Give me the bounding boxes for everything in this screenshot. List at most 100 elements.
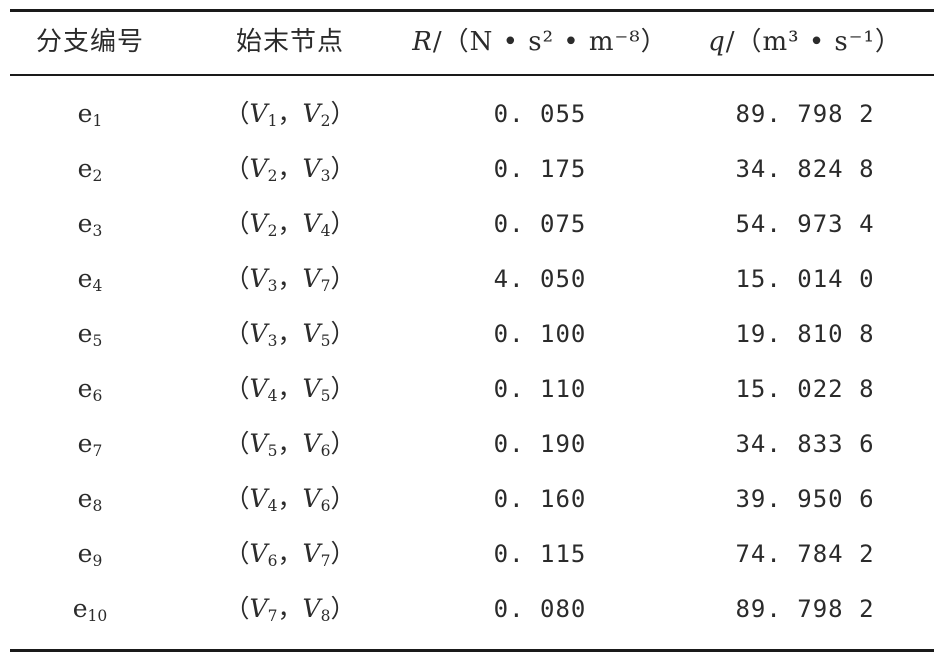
branch-letter: e	[77, 264, 93, 293]
comma: ，	[277, 539, 303, 568]
start-node-letter: V	[249, 319, 268, 348]
flow-unit: /（m³ • s⁻¹）	[725, 27, 902, 57]
branch-subscript: 6	[92, 386, 103, 405]
open-paren: （	[224, 99, 250, 128]
end-node-subscript: 6	[320, 441, 331, 460]
header-branch-id: 分支编号	[35, 27, 144, 57]
branch-id-cell: e7	[10, 424, 170, 464]
table-bottom-rule	[10, 649, 934, 652]
branch-letter: e	[72, 594, 88, 623]
start-node-subscript: 4	[267, 496, 278, 515]
resistance-cell: 0. 190	[493, 430, 587, 458]
branch-subscript: 2	[92, 166, 103, 185]
node-pair-cell: （V4，V5）	[190, 369, 390, 409]
close-paren: ）	[330, 319, 356, 348]
branch-id-cell: e9	[10, 534, 170, 574]
comma: ，	[277, 154, 303, 183]
open-paren: （	[224, 374, 250, 403]
start-node-letter: V	[249, 209, 268, 238]
resistance-cell: 0. 075	[493, 210, 587, 238]
branch-id-cell: e5	[10, 314, 170, 354]
node-pair-cell: （V1，V2）	[190, 94, 390, 134]
branch-id-cell: e10	[10, 589, 170, 629]
branch-letter: e	[77, 154, 93, 183]
open-paren: （	[224, 429, 250, 458]
node-pair-cell: （V6，V7）	[190, 534, 390, 574]
close-paren: ）	[330, 429, 356, 458]
branch-subscript: 3	[92, 221, 103, 240]
open-paren: （	[224, 484, 250, 513]
header-flow: q/（m³ • s⁻¹）	[690, 22, 920, 62]
start-node-subscript: 2	[267, 166, 278, 185]
start-node-subscript: 1	[267, 111, 278, 130]
open-paren: （	[224, 539, 250, 568]
close-paren: ）	[330, 539, 356, 568]
resistance-cell: 4. 050	[493, 265, 587, 293]
start-node-letter: V	[249, 484, 268, 513]
end-node-subscript: 4	[320, 221, 331, 240]
flow-cell: 74. 784 2	[735, 540, 875, 568]
branch-id-cell: e1	[10, 94, 170, 134]
table-header-rule	[10, 74, 934, 76]
flow-cell: 34. 824 8	[735, 155, 875, 183]
resistance-cell: 0. 115	[493, 540, 587, 568]
end-node-subscript: 5	[320, 331, 331, 350]
start-node-letter: V	[249, 264, 268, 293]
end-node-letter: V	[302, 264, 321, 293]
end-node-letter: V	[302, 374, 321, 403]
comma: ，	[277, 484, 303, 513]
branch-id-cell: e8	[10, 479, 170, 519]
resistance-cell: 0. 110	[493, 375, 587, 403]
flow-cell: 54. 973 4	[735, 210, 875, 238]
header-start-end-nodes: 始末节点	[235, 27, 344, 57]
flow-cell: 34. 833 6	[735, 430, 875, 458]
branch-id-cell: e2	[10, 149, 170, 189]
resistance-unit: /（N • s² • m⁻⁸）	[432, 27, 668, 57]
start-node-subscript: 5	[267, 441, 278, 460]
comma: ，	[277, 99, 303, 128]
end-node-letter: V	[302, 539, 321, 568]
start-node-letter: V	[249, 99, 268, 128]
start-node-subscript: 4	[267, 386, 278, 405]
node-pair-cell: （V3，V5）	[190, 314, 390, 354]
branch-subscript: 5	[92, 331, 103, 350]
resistance-cell: 0. 055	[493, 100, 587, 128]
end-node-letter: V	[302, 484, 321, 513]
resistance-cell: 0. 080	[493, 595, 587, 623]
start-node-letter: V	[249, 154, 268, 183]
branch-subscript: 10	[87, 606, 108, 625]
end-node-letter: V	[302, 594, 321, 623]
end-node-letter: V	[302, 319, 321, 348]
flow-cell: 19. 810 8	[735, 320, 875, 348]
end-node-letter: V	[302, 209, 321, 238]
branch-letter: e	[77, 429, 93, 458]
close-paren: ）	[330, 209, 356, 238]
branch-letter: e	[77, 209, 93, 238]
close-paren: ）	[330, 374, 356, 403]
branch-subscript: 9	[92, 551, 103, 570]
close-paren: ）	[330, 264, 356, 293]
start-node-letter: V	[249, 539, 268, 568]
branch-subscript: 1	[92, 111, 103, 130]
start-node-subscript: 6	[267, 551, 278, 570]
close-paren: ）	[330, 594, 356, 623]
end-node-subscript: 2	[320, 111, 331, 130]
resistance-cell: 0. 175	[493, 155, 587, 183]
resistance-cell: 0. 100	[493, 320, 587, 348]
branch-letter: e	[77, 99, 93, 128]
end-node-letter: V	[302, 99, 321, 128]
open-paren: （	[224, 264, 250, 293]
open-paren: （	[224, 209, 250, 238]
flow-cell: 39. 950 6	[735, 485, 875, 513]
open-paren: （	[224, 154, 250, 183]
end-node-subscript: 5	[320, 386, 331, 405]
end-node-subscript: 3	[320, 166, 331, 185]
node-pair-cell: （V2，V4）	[190, 204, 390, 244]
start-node-letter: V	[249, 594, 268, 623]
flow-symbol: q	[708, 27, 726, 57]
comma: ，	[277, 429, 303, 458]
branch-id-cell: e3	[10, 204, 170, 244]
end-node-letter: V	[302, 429, 321, 458]
end-node-letter: V	[302, 154, 321, 183]
flow-cell: 89. 798 2	[735, 100, 875, 128]
